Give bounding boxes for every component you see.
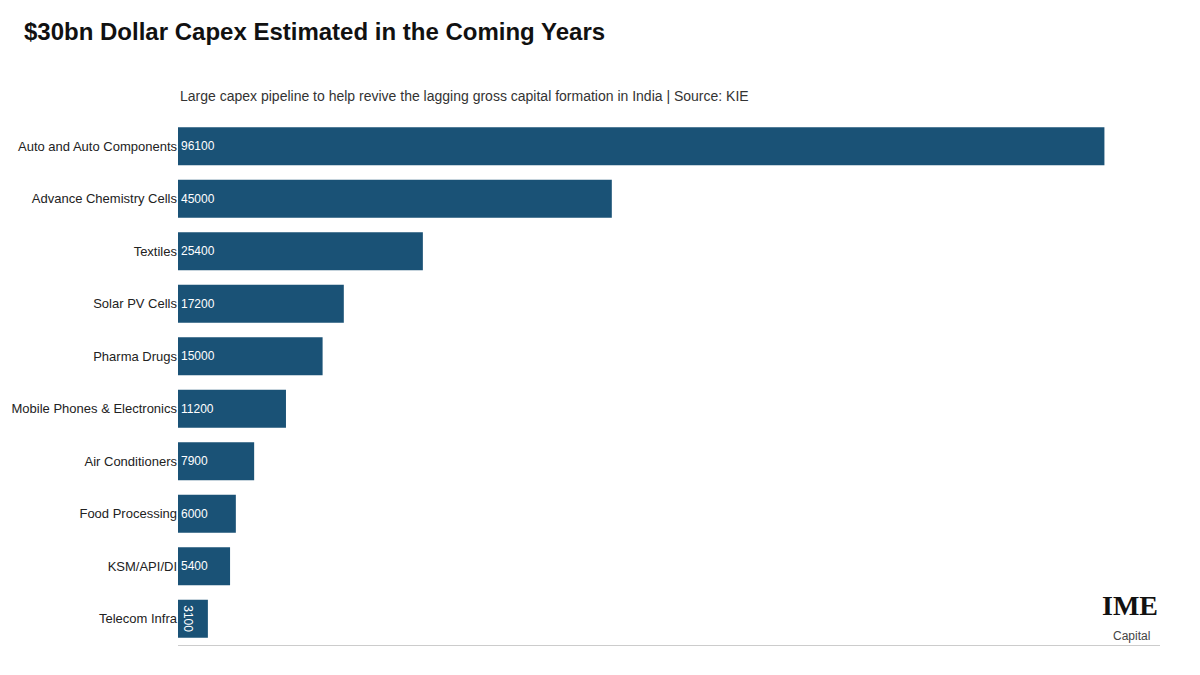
svg-text:Textiles: Textiles — [134, 244, 178, 259]
svg-text:6000: 6000 — [181, 507, 208, 521]
svg-text:11200: 11200 — [181, 402, 214, 416]
svg-text:KSM/API/DI: KSM/API/DI — [108, 559, 177, 574]
svg-text:Large capex pipeline to help r: Large capex pipeline to help revive the … — [180, 88, 749, 104]
svg-text:Telecom Infra: Telecom Infra — [99, 611, 178, 626]
svg-text:5400: 5400 — [181, 559, 208, 573]
svg-text:7900: 7900 — [181, 454, 208, 468]
svg-text:15000: 15000 — [181, 349, 215, 363]
svg-text:96100: 96100 — [181, 139, 215, 153]
svg-text:Mobile Phones & Electronics: Mobile Phones & Electronics — [12, 401, 178, 416]
svg-text:Solar PV Cells: Solar PV Cells — [93, 296, 177, 311]
svg-text:Air Conditioners: Air Conditioners — [85, 454, 178, 469]
svg-text:Food Processing: Food Processing — [79, 506, 177, 521]
svg-text:25400: 25400 — [181, 244, 215, 258]
svg-text:Advance Chemistry Cells: Advance Chemistry Cells — [32, 191, 178, 206]
svg-text:$30bn Dollar Capex Estimated i: $30bn Dollar Capex Estimated in the Comi… — [24, 18, 605, 45]
svg-text:Auto and Auto Components: Auto and Auto Components — [18, 139, 178, 154]
svg-text:45000: 45000 — [181, 192, 215, 206]
svg-text:17200: 17200 — [181, 297, 215, 311]
svg-text:Pharma Drugs: Pharma Drugs — [93, 349, 177, 364]
svg-text:IME: IME — [1102, 590, 1158, 621]
svg-text:Capital: Capital — [1113, 629, 1150, 643]
svg-text:3100: 3100 — [181, 605, 195, 632]
